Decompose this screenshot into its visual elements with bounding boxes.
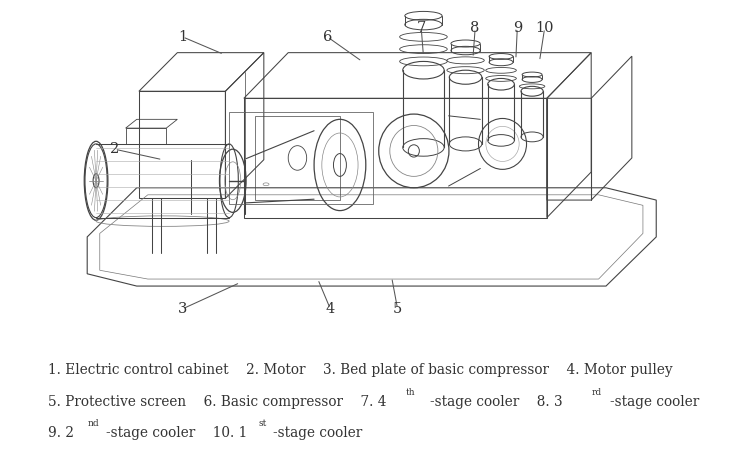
Text: 5. Protective screen    6. Basic compressor    7. 4: 5. Protective screen 6. Basic compressor…: [48, 395, 386, 409]
Text: -stage cooler    8. 3: -stage cooler 8. 3: [430, 395, 562, 409]
Text: 3: 3: [178, 302, 187, 316]
Text: st: st: [259, 419, 267, 428]
Text: 1: 1: [178, 30, 187, 44]
Text: 9. 2: 9. 2: [48, 426, 74, 440]
Text: 9: 9: [513, 21, 522, 35]
Text: 1. Electric control cabinet    2. Motor    3. Bed plate of basic compressor    4: 1. Electric control cabinet 2. Motor 3. …: [48, 363, 672, 377]
Text: 2: 2: [110, 142, 119, 156]
Text: 6: 6: [323, 30, 332, 44]
Text: 5: 5: [393, 302, 402, 316]
Text: -stage cooler: -stage cooler: [610, 395, 699, 409]
Text: nd: nd: [87, 419, 99, 428]
Text: -stage cooler: -stage cooler: [273, 426, 363, 440]
Text: 10: 10: [535, 21, 554, 35]
Text: 7: 7: [417, 21, 426, 35]
Text: -stage cooler    10. 1: -stage cooler 10. 1: [106, 426, 247, 440]
Text: rd: rd: [591, 387, 602, 396]
Text: 4: 4: [326, 302, 335, 316]
Text: th: th: [406, 387, 415, 396]
Text: 8: 8: [471, 21, 480, 35]
